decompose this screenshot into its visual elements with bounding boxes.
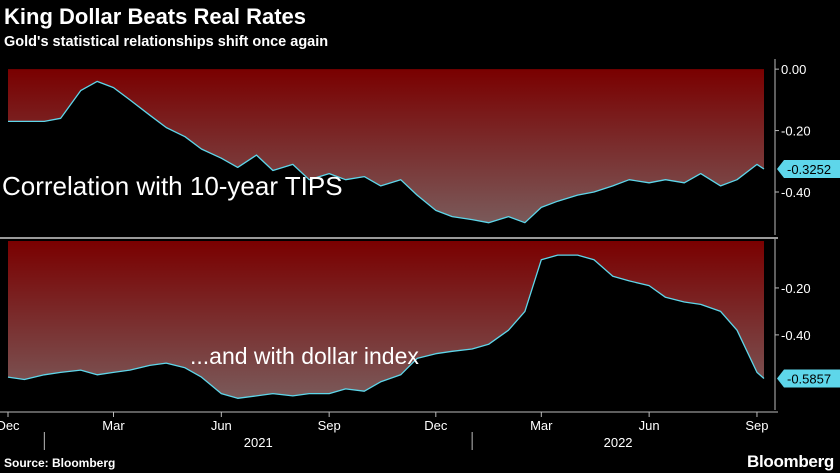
x-tick-label: Dec [0, 418, 20, 433]
panel-top-annotation: Correlation with 10-year TIPS [2, 171, 343, 201]
panel-top-series-line [8, 80, 765, 224]
panel-bottom-area [8, 241, 764, 399]
panel-bottom-annotation: ...and with dollar index [190, 343, 419, 369]
panel-top-y-tick-label: 0.00 [781, 62, 806, 77]
x-tick-label: Sep [745, 418, 768, 433]
panel-bottom-y-tick-label: -0.40 [781, 328, 811, 343]
chart-canvas: 0.00 -0.20 -0.40 -0.3252 Correlation with 10… [0, 59, 840, 450]
year-label: 2021 [244, 435, 273, 450]
x-tick-label: Mar [102, 418, 125, 433]
panel-top-y-tick-label: -0.40 [781, 185, 811, 200]
chart-title: King Dollar Beats Real Rates [4, 4, 306, 29]
chart-subtitle: Gold's statistical relationships shift o… [4, 34, 329, 50]
x-tick-label: Jun [639, 418, 660, 433]
panel-top-area [8, 69, 764, 223]
x-tick-label: Sep [318, 418, 341, 433]
bloomberg-logo: Bloomberg [746, 452, 834, 471]
panel-top-last-value-label: -0.3252 [787, 162, 831, 177]
x-tick-label: Mar [530, 418, 553, 433]
panel-bottom-series-line [7, 254, 765, 399]
x-tick-label: Jun [211, 418, 232, 433]
panel-bottom-last-value-label: -0.5857 [787, 371, 831, 386]
panel-top-last-value-box [777, 160, 840, 179]
x-tick-label: Dec [424, 418, 448, 433]
panel-top-y-tick-label: -0.20 [781, 124, 811, 139]
source-note: Source: Bloomberg [4, 456, 116, 470]
year-label: 2022 [604, 435, 633, 450]
panel-bottom-y-tick-label: -0.20 [781, 281, 811, 296]
panel-bottom-last-value-box [777, 369, 840, 388]
